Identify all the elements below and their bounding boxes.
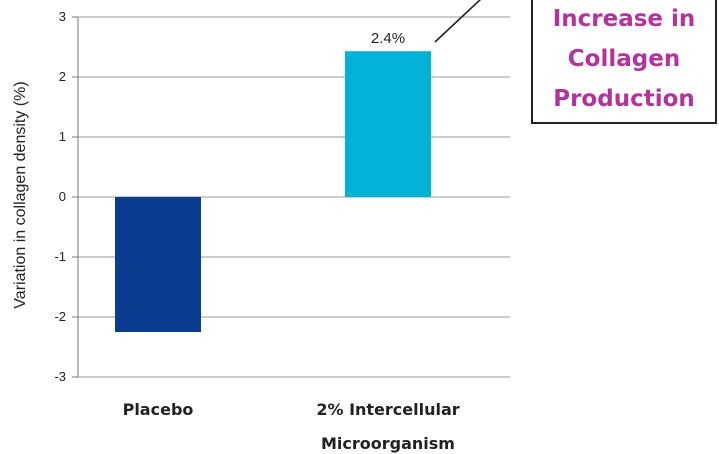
- callout-line-3: Production: [553, 86, 695, 112]
- callout-pointer-line: [434, 0, 482, 43]
- bar-2: [345, 51, 431, 198]
- bar-1: [115, 197, 201, 332]
- callout-line-1: Increase in: [552, 6, 696, 32]
- callout-box: Increase in Collagen Production: [531, 0, 717, 124]
- y-tick-label: 3: [59, 9, 66, 24]
- data-label-2: 2.4%: [371, 30, 405, 47]
- category-label: 2% Intercellular: [316, 400, 459, 419]
- y-tick-labels: 3 2 1 0 -1 -2 -3: [54, 9, 66, 384]
- category-label: Placebo: [123, 400, 194, 419]
- y-tick-label: 2: [59, 69, 66, 84]
- y-tick-label: -1: [54, 249, 66, 264]
- category-label: Microorganism: [321, 434, 455, 453]
- y-tick-label: 0: [59, 189, 66, 204]
- callout-line-2: Collagen: [567, 46, 681, 72]
- bars: [115, 51, 431, 332]
- y-tick-label: 1: [59, 129, 66, 144]
- data-labels: 2.4%: [371, 30, 405, 47]
- y-axis-label: Variation in collagen density (%): [12, 81, 29, 308]
- x-category-labels: Placebo 2% Intercellular Microorganism: [123, 400, 460, 453]
- y-tick-label: -2: [54, 309, 66, 324]
- y-tick-label: -3: [54, 369, 66, 384]
